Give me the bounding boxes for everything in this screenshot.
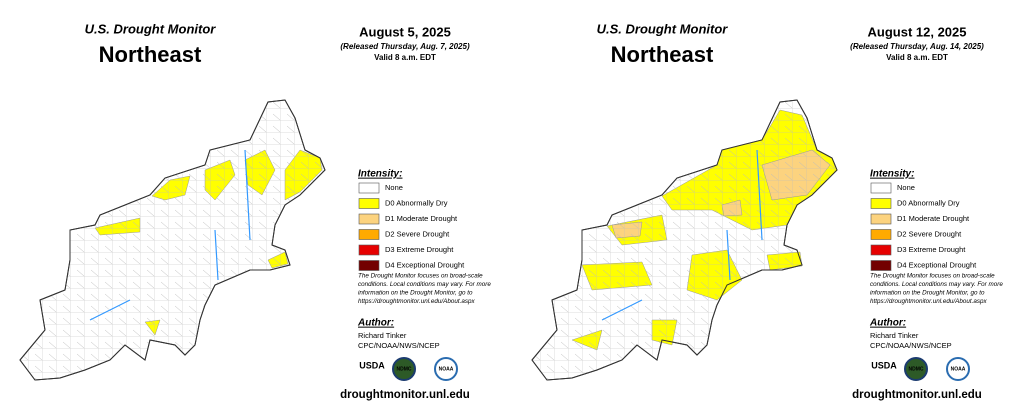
- note-line: conditions. Local conditions may vary. F…: [870, 281, 1003, 288]
- map: [19, 99, 326, 381]
- logo-label: USDA: [359, 360, 385, 370]
- map-title: U.S. Drought Monitor: [597, 21, 729, 36]
- author-title: Author:: [869, 318, 906, 329]
- valid-time: Valid 8 a.m. EDT: [374, 53, 436, 62]
- legend-swatch: [870, 213, 892, 225]
- legend-label: D1 Moderate Drought: [897, 214, 970, 223]
- logo-badge: [946, 357, 970, 381]
- logo-label: USDA: [871, 360, 897, 370]
- note-line: information on the Drought Monitor, go t…: [870, 290, 985, 297]
- logo-label: NDMC: [909, 366, 924, 372]
- website-url: droughtmonitor.unl.edu: [340, 389, 470, 401]
- legend-label: D2 Severe Drought: [897, 229, 962, 238]
- map-title: U.S. Drought Monitor: [85, 21, 217, 36]
- legend-label: D4 Exceptional Drought: [385, 260, 465, 269]
- logo-badge: [392, 357, 416, 381]
- note-line: The Drought Monitor focuses on broad-sca…: [358, 273, 483, 280]
- region: Northeast: [611, 42, 714, 67]
- legend-label: None: [385, 183, 403, 192]
- release-date: (Released Thursday, Aug. 14, 2025): [850, 42, 984, 51]
- date: August 12, 2025: [868, 24, 967, 39]
- legend-label: None: [897, 183, 915, 192]
- legend-swatch: [358, 198, 380, 209]
- logo-label: NOAA: [439, 366, 454, 372]
- legend-label: D3 Extreme Drought: [897, 245, 966, 254]
- author-org: CPC/NOAA/NWS/NCEP: [870, 341, 952, 350]
- logo-label: NOAA: [951, 366, 966, 372]
- legend-swatch: [870, 229, 892, 240]
- valid-time: Valid 8 a.m. EDT: [886, 53, 948, 62]
- release-date: (Released Thursday, Aug. 7, 2025): [340, 42, 470, 51]
- author-org: CPC/NOAA/NWS/NCEP: [358, 341, 440, 350]
- legend-label: D1 Moderate Drought: [385, 214, 458, 223]
- legend-label: D2 Severe Drought: [385, 229, 450, 238]
- legend-swatch: [358, 213, 380, 225]
- note-line: The Drought Monitor focuses on broad-sca…: [870, 273, 995, 280]
- legend-label: D3 Extreme Drought: [385, 245, 454, 254]
- legend-swatch: [358, 182, 380, 194]
- legend-title: Intensity:: [870, 169, 914, 180]
- website-url: droughtmonitor.unl.edu: [852, 389, 982, 401]
- legend-swatch: [870, 244, 892, 256]
- logo-badge: [434, 357, 458, 381]
- legend-label: D0 Abnormally Dry: [897, 198, 960, 207]
- legend-swatch: [358, 229, 380, 240]
- panel: U.S. Drought Monitor Northeast August 5, 2…: [19, 21, 491, 401]
- note-line: https://droughtmonitor.unl.edu/About.asp…: [358, 298, 476, 305]
- author-name: Richard Tinker: [870, 331, 919, 340]
- legend-label: D4 Exceptional Drought: [897, 260, 977, 269]
- region: Northeast: [99, 42, 202, 67]
- logo-label: NDMC: [397, 366, 412, 372]
- legend-swatch: [870, 198, 892, 209]
- legend-label: D0 Abnormally Dry: [385, 198, 448, 207]
- legend-swatch: [870, 182, 892, 194]
- map: [531, 99, 838, 381]
- author-title: Author:: [357, 318, 394, 329]
- note-line: information on the Drought Monitor, go t…: [358, 290, 473, 297]
- legend-swatch: [870, 260, 892, 271]
- panel: U.S. Drought Monitor Northeast August 12, …: [531, 21, 1003, 401]
- legend-swatch: [358, 260, 380, 271]
- legend-swatch: [358, 244, 380, 256]
- note-line: https://droughtmonitor.unl.edu/About.asp…: [870, 298, 988, 305]
- note-line: conditions. Local conditions may vary. F…: [358, 281, 491, 288]
- logo-badge: [904, 357, 928, 381]
- date: August 5, 2025: [359, 24, 451, 39]
- author-name: Richard Tinker: [358, 331, 407, 340]
- legend-title: Intensity:: [358, 169, 402, 180]
